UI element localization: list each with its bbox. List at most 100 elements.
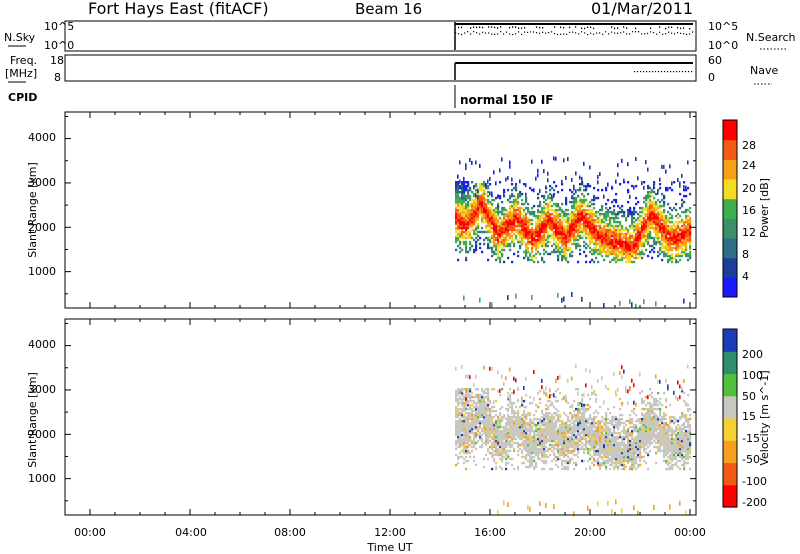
range-cell	[595, 220, 598, 224]
range-cell	[617, 465, 620, 469]
range-cell	[565, 441, 568, 445]
noise-dot	[584, 27, 586, 30]
range-cell	[563, 449, 566, 453]
range-cell	[637, 218, 640, 222]
range-cell	[541, 214, 544, 218]
range-cell	[591, 214, 594, 218]
range-cell	[595, 433, 598, 437]
range-cell	[479, 401, 482, 405]
range-cell	[591, 224, 594, 228]
range-cell	[551, 429, 554, 433]
range-cell	[577, 214, 580, 218]
range-cell	[617, 204, 620, 208]
range-cell	[491, 302, 493, 308]
noise-search-dot	[653, 32, 655, 34]
range-cell	[475, 244, 478, 248]
colorbar-cell	[723, 159, 737, 180]
range-cell	[467, 212, 470, 216]
range-cell	[619, 230, 622, 234]
range-cell	[653, 216, 656, 220]
range-cell	[513, 419, 516, 423]
range-cell	[669, 244, 672, 248]
range-cell	[619, 421, 622, 425]
range-cell	[613, 224, 616, 228]
range-cell	[665, 186, 668, 190]
range-cell	[643, 232, 646, 236]
range-cell	[537, 173, 539, 178]
range-cell	[509, 401, 512, 405]
range-cell	[659, 224, 662, 228]
range-cell	[609, 224, 612, 228]
range-cell	[555, 435, 558, 439]
range-cell	[587, 459, 590, 463]
range-cell	[519, 443, 522, 447]
range-cell	[529, 465, 532, 469]
range-cell	[661, 234, 664, 238]
range-cell	[505, 232, 508, 236]
range-cell	[511, 401, 514, 405]
range-cell	[499, 236, 502, 240]
range-cell	[621, 447, 624, 451]
range-cell	[573, 228, 576, 232]
range-cell	[571, 437, 574, 441]
range-cell	[579, 216, 582, 220]
range-cell	[649, 236, 652, 240]
range-cell	[589, 467, 592, 471]
range-cell	[565, 238, 568, 242]
range-cell	[539, 240, 542, 244]
range-cell	[515, 188, 518, 192]
range-cell	[669, 216, 672, 220]
range-cell	[499, 435, 502, 439]
range-cell	[627, 449, 630, 453]
range-cell	[525, 417, 528, 421]
range-cell	[459, 218, 462, 222]
range-cell	[537, 230, 540, 234]
range-cell	[647, 236, 650, 240]
range-cell	[561, 467, 564, 471]
range-cell	[635, 242, 638, 246]
range-cell	[599, 445, 602, 449]
range-cell	[489, 451, 492, 455]
range-cell	[465, 212, 468, 216]
range-cell	[559, 220, 562, 224]
range-cell	[457, 198, 460, 202]
range-cell	[585, 208, 588, 212]
range-cell	[499, 439, 502, 443]
range-cell	[619, 244, 622, 248]
range-cell	[517, 196, 520, 200]
range-cell	[669, 236, 672, 240]
range-cell	[509, 196, 512, 200]
range-cell	[487, 435, 490, 439]
range-cell	[471, 236, 474, 240]
range-cell	[689, 240, 692, 244]
range-cell	[589, 208, 592, 212]
range-cell	[535, 447, 538, 451]
range-cell	[609, 453, 612, 457]
range-cell	[569, 248, 572, 252]
range-cell	[455, 421, 458, 425]
range-cell	[565, 220, 568, 224]
range-cell	[473, 431, 476, 435]
range-cell	[483, 210, 486, 214]
range-cell	[547, 437, 550, 441]
range-cell	[493, 224, 496, 228]
range-cell	[477, 417, 480, 421]
range-cell	[589, 453, 592, 457]
range-cell	[605, 467, 608, 471]
range-cell	[575, 364, 577, 369]
range-cell	[481, 210, 484, 214]
range-cell	[567, 236, 570, 240]
range-cell	[689, 226, 692, 230]
range-cell	[565, 443, 568, 447]
range-cell	[607, 417, 610, 421]
range-cell	[463, 230, 466, 234]
range-cell	[571, 204, 574, 208]
range-cell	[513, 200, 516, 204]
range-cell	[495, 409, 498, 413]
range-cell	[513, 435, 516, 439]
range-cell	[471, 417, 474, 421]
range-cell	[553, 232, 556, 236]
range-cell	[543, 260, 546, 264]
range-cell	[575, 220, 578, 224]
range-cell	[659, 216, 662, 220]
